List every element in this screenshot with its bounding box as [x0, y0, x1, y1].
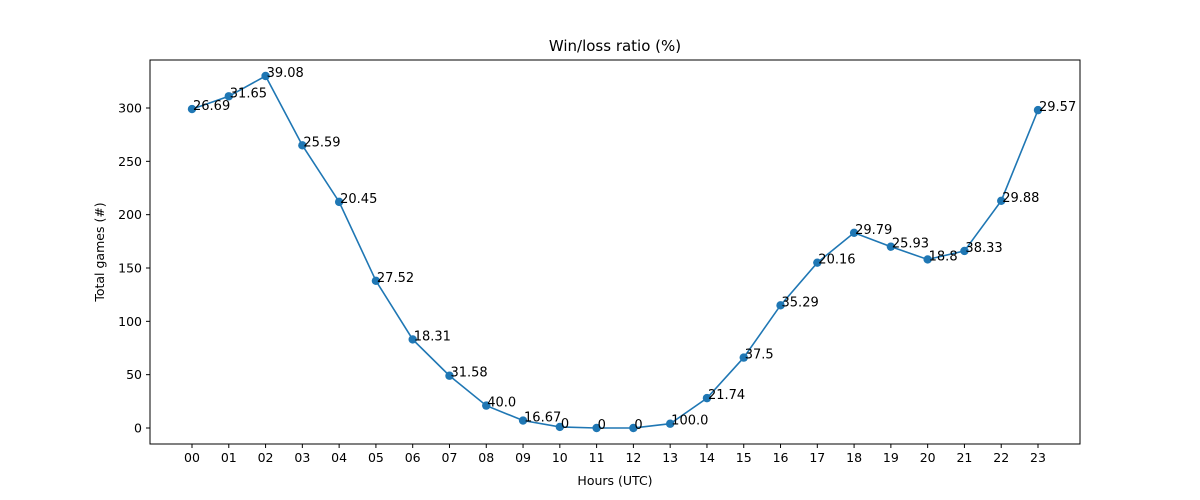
x-tick-label: 17 [809, 450, 825, 465]
x-tick-label: 14 [699, 450, 715, 465]
data-label: 18.31 [414, 329, 451, 344]
plot-frame [149, 59, 1081, 445]
y-tick-label: 250 [118, 154, 142, 169]
x-tick-label: 12 [625, 450, 641, 465]
y-tick-label: 100 [118, 314, 142, 329]
x-tick-label: 18 [846, 450, 862, 465]
data-point [224, 92, 233, 101]
x-tick-label: 04 [331, 450, 347, 465]
data-label: 37.5 [745, 348, 774, 363]
data-label: 25.93 [892, 237, 929, 252]
data-point [334, 197, 344, 207]
x-tick-label: 03 [294, 450, 310, 465]
data-point [518, 416, 528, 425]
data-point [261, 71, 270, 81]
x-tick-label: 21 [956, 450, 972, 465]
data-point [960, 246, 969, 256]
x-tick-label: 02 [258, 450, 274, 465]
x-tick-label: 23 [1030, 450, 1046, 465]
data-label: 100.0 [671, 414, 708, 429]
y-axis-title: Total games (#) [92, 202, 107, 302]
y-axis: 0 50 100 150 200 250 300 [118, 101, 150, 436]
series-line [191, 74, 1039, 429]
data-label: 20.45 [340, 192, 377, 207]
data-label: 29.57 [1039, 100, 1076, 115]
data-label: 39.08 [267, 66, 304, 81]
data-point [739, 353, 748, 362]
data-point [408, 335, 417, 344]
y-tick-label: 150 [118, 261, 142, 276]
x-tick-label: 09 [515, 450, 531, 465]
y-tick-label: 50 [126, 367, 142, 382]
data-label: 18.8 [929, 249, 958, 264]
data-label: 0 [634, 418, 642, 433]
y-tick-label: 0 [134, 421, 142, 436]
x-tick-label: 01 [221, 450, 237, 465]
data-label: 0 [598, 418, 606, 433]
x-tick-label: 15 [736, 450, 752, 465]
data-point [813, 258, 822, 267]
data-label: 29.79 [855, 223, 892, 238]
x-tick-label: 13 [662, 450, 678, 465]
data-point [997, 196, 1006, 205]
data-label: 29.88 [1002, 191, 1039, 206]
x-tick-label: 00 [184, 450, 200, 465]
data-label: 25.59 [303, 135, 340, 150]
data-label: 38.33 [965, 241, 1002, 256]
chart-title: Win/loss ratio (%) [549, 37, 681, 55]
x-tick-label: 06 [405, 450, 421, 465]
x-tick-label: 07 [442, 450, 458, 465]
data-point [849, 228, 859, 237]
data-label: 31.65 [230, 86, 267, 101]
x-tick-label: 19 [883, 450, 899, 465]
y-tick-label: 300 [118, 101, 142, 116]
data-point [298, 141, 307, 150]
data-point [886, 242, 896, 251]
x-tick-label: 05 [368, 450, 384, 465]
data-point [776, 301, 785, 310]
data-label: 35.29 [782, 295, 819, 310]
x-tick-label: 22 [993, 450, 1009, 465]
y-tick-label: 200 [118, 207, 142, 222]
data-point [665, 419, 675, 428]
x-tick-label: 08 [478, 450, 494, 465]
data-point [371, 276, 381, 285]
data-point [702, 393, 712, 403]
data-point [482, 401, 491, 410]
data-point [592, 423, 601, 433]
data-point [187, 104, 197, 114]
data-label: 40.0 [487, 396, 516, 411]
data-label: 27.52 [377, 271, 414, 286]
data-point [1033, 105, 1043, 115]
x-tick-label: 16 [773, 450, 789, 465]
x-tick-label: 20 [920, 450, 936, 465]
data-point [629, 423, 638, 433]
data-label: 31.58 [450, 366, 487, 381]
data-label: 20.16 [818, 253, 855, 268]
data-label: 0 [561, 417, 569, 432]
x-axis-title: Hours (UTC) [577, 473, 652, 488]
data-point [555, 422, 565, 432]
x-tick-label: 11 [589, 450, 605, 465]
data-label: 16.67 [524, 411, 561, 426]
data-point [923, 255, 932, 264]
data-point [445, 371, 454, 380]
x-axis: 00 01 02 03 04 05 06 07 08 09 10 11 12 13 14 15 16 17 18 19… [184, 444, 1046, 465]
data-label: 21.74 [708, 388, 745, 403]
x-tick-label: 10 [552, 450, 568, 465]
data-label: 26.69 [193, 99, 230, 114]
